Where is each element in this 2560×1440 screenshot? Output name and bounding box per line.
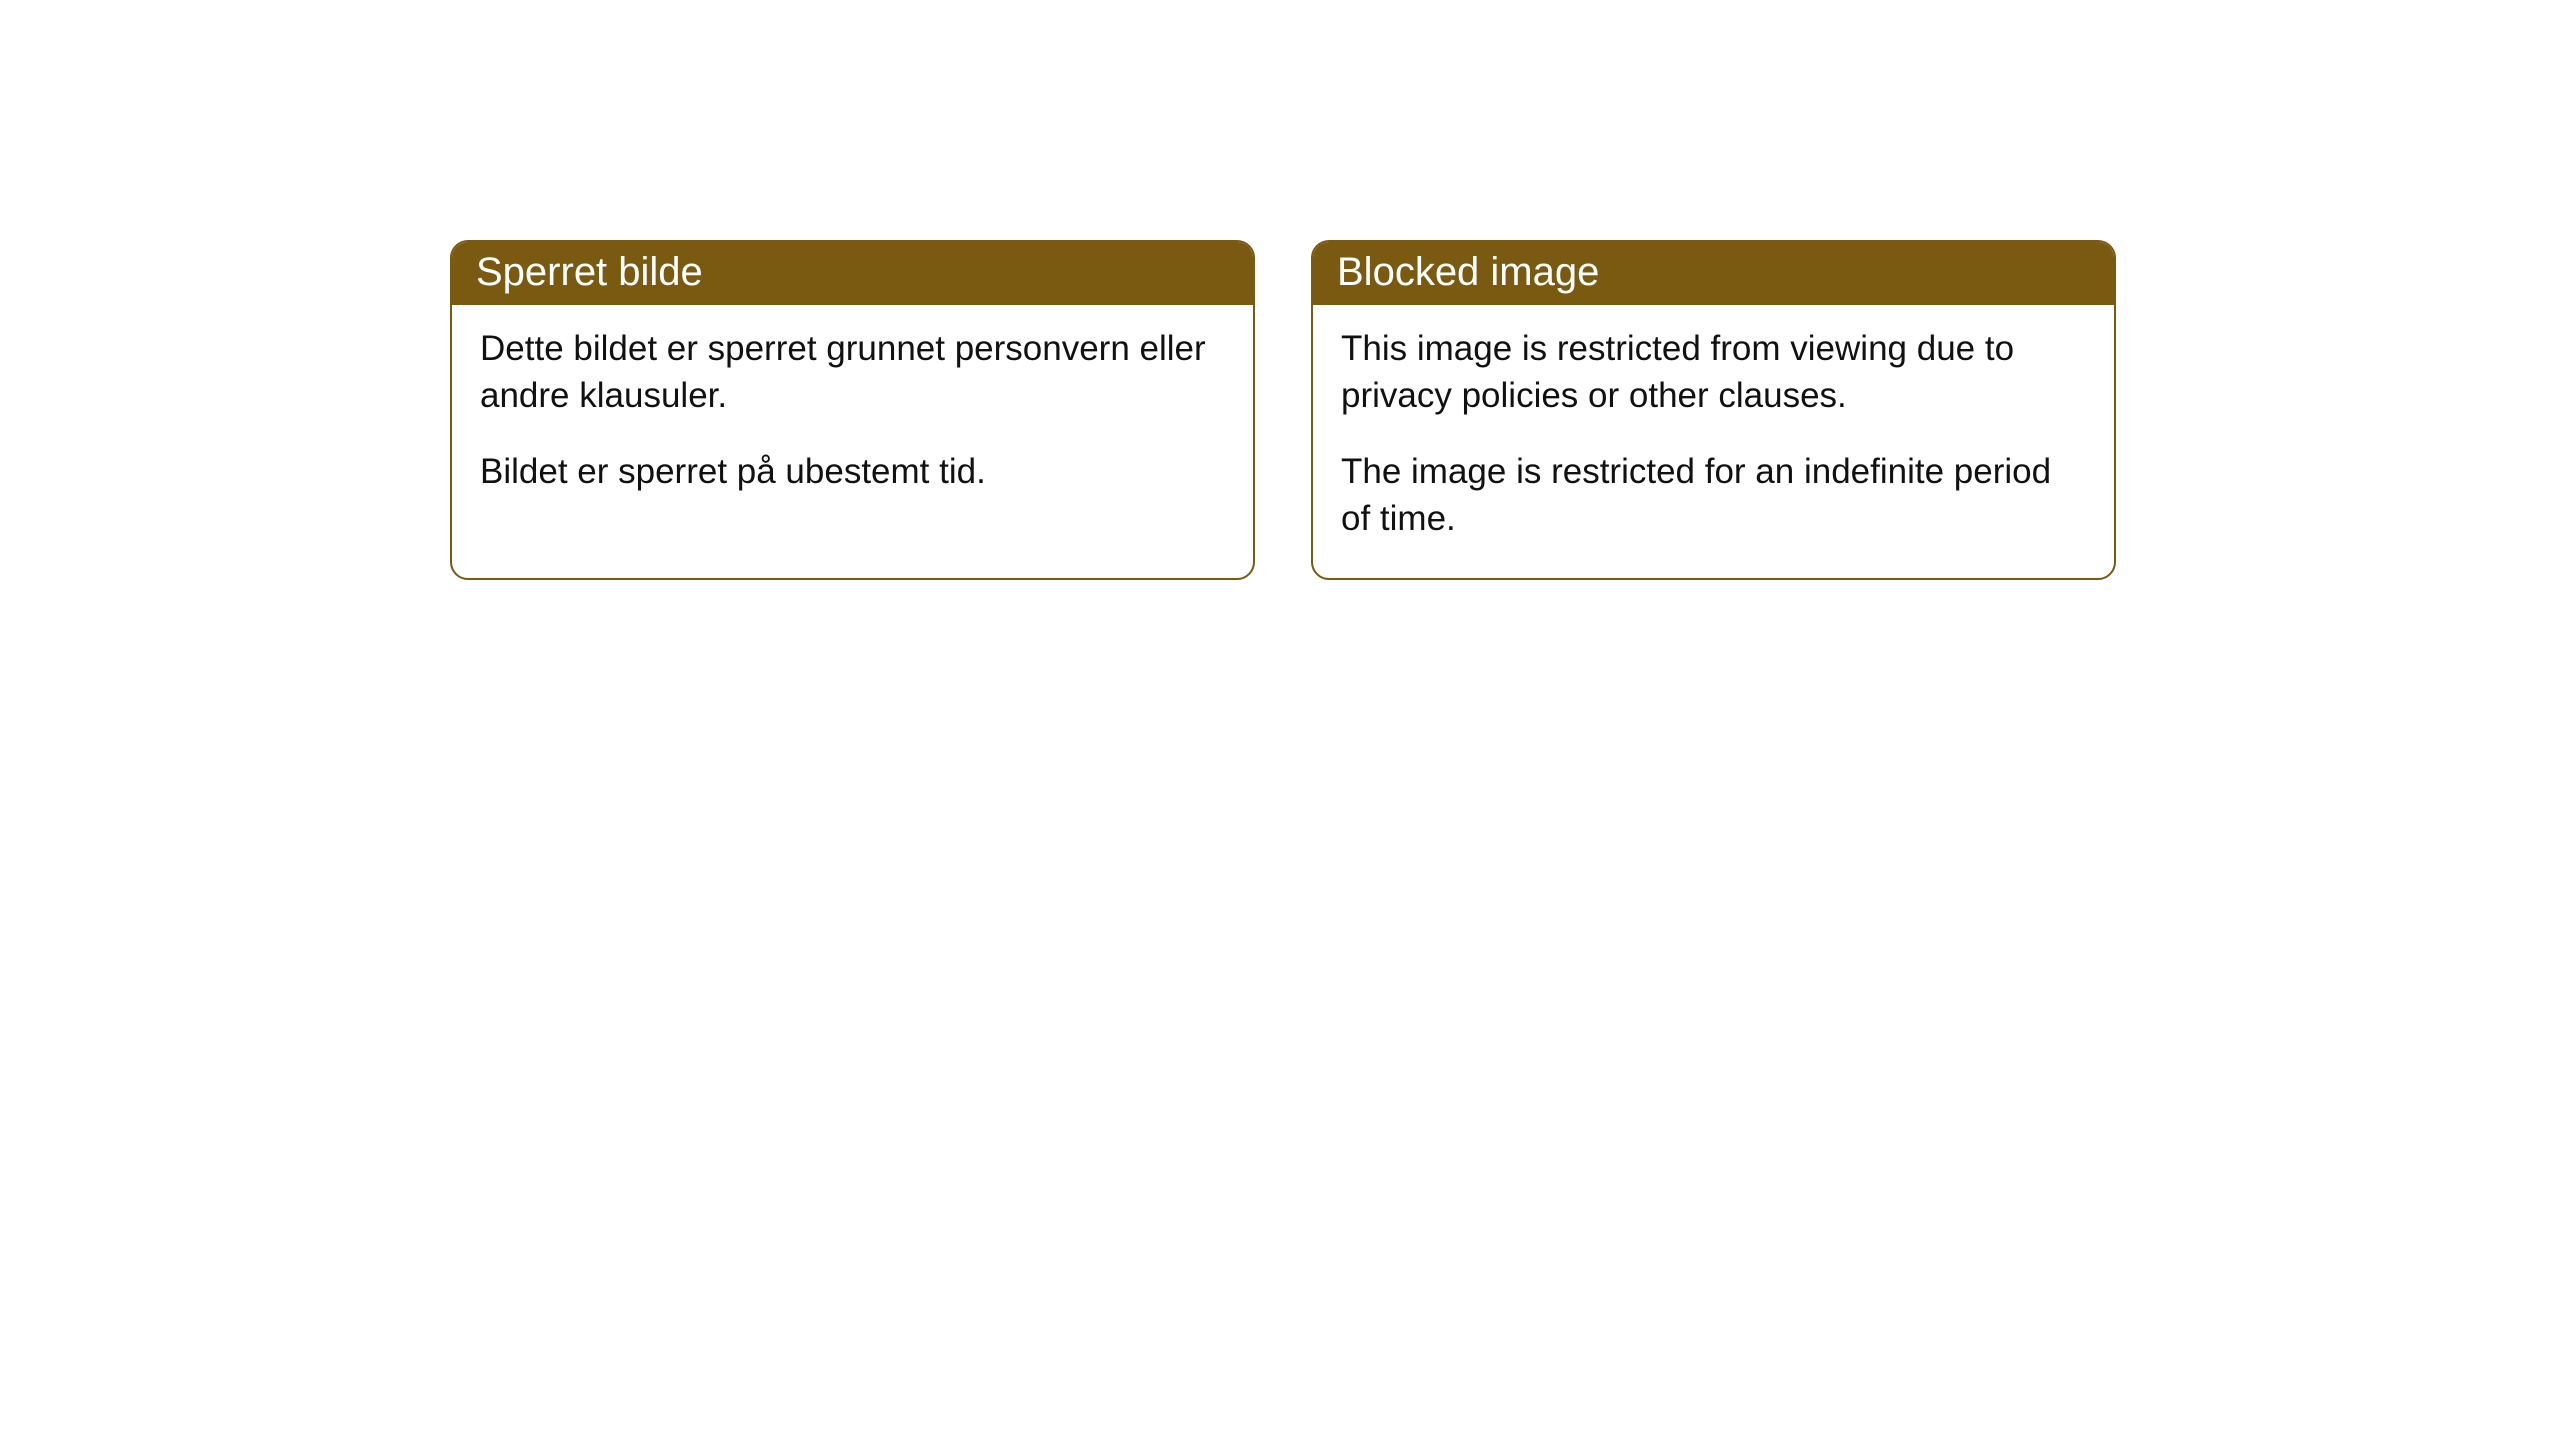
card-paragraph-1-norwegian: Dette bildet er sperret grunnet personve… (480, 325, 1225, 420)
card-paragraph-2-english: The image is restricted for an indefinit… (1341, 448, 2086, 543)
card-body-english: This image is restricted from viewing du… (1313, 305, 2114, 578)
card-english: Blocked image This image is restricted f… (1311, 240, 2116, 580)
card-norwegian: Sperret bilde Dette bildet er sperret gr… (450, 240, 1255, 580)
cards-container: Sperret bilde Dette bildet er sperret gr… (450, 240, 2560, 580)
card-header-english: Blocked image (1313, 242, 2114, 305)
card-body-norwegian: Dette bildet er sperret grunnet personve… (452, 305, 1253, 531)
card-header-norwegian: Sperret bilde (452, 242, 1253, 305)
card-paragraph-1-english: This image is restricted from viewing du… (1341, 325, 2086, 420)
card-paragraph-2-norwegian: Bildet er sperret på ubestemt tid. (480, 448, 1225, 495)
